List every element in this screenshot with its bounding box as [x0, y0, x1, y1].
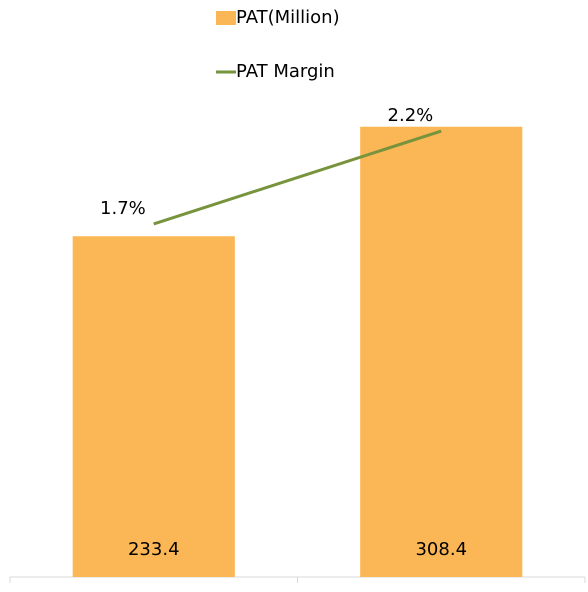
bar-value-label: 308.4	[415, 539, 467, 560]
legend-label: PAT(Million)	[236, 7, 340, 28]
bar	[360, 126, 523, 578]
legend-swatch	[216, 11, 236, 25]
line-value-label: 2.2%	[388, 105, 434, 126]
legend-label: PAT Margin	[236, 61, 335, 82]
bar	[72, 236, 235, 577]
line	[153, 129, 442, 226]
bar-value-label: 233.4	[128, 539, 180, 560]
line-value-label: 1.7%	[100, 198, 146, 219]
